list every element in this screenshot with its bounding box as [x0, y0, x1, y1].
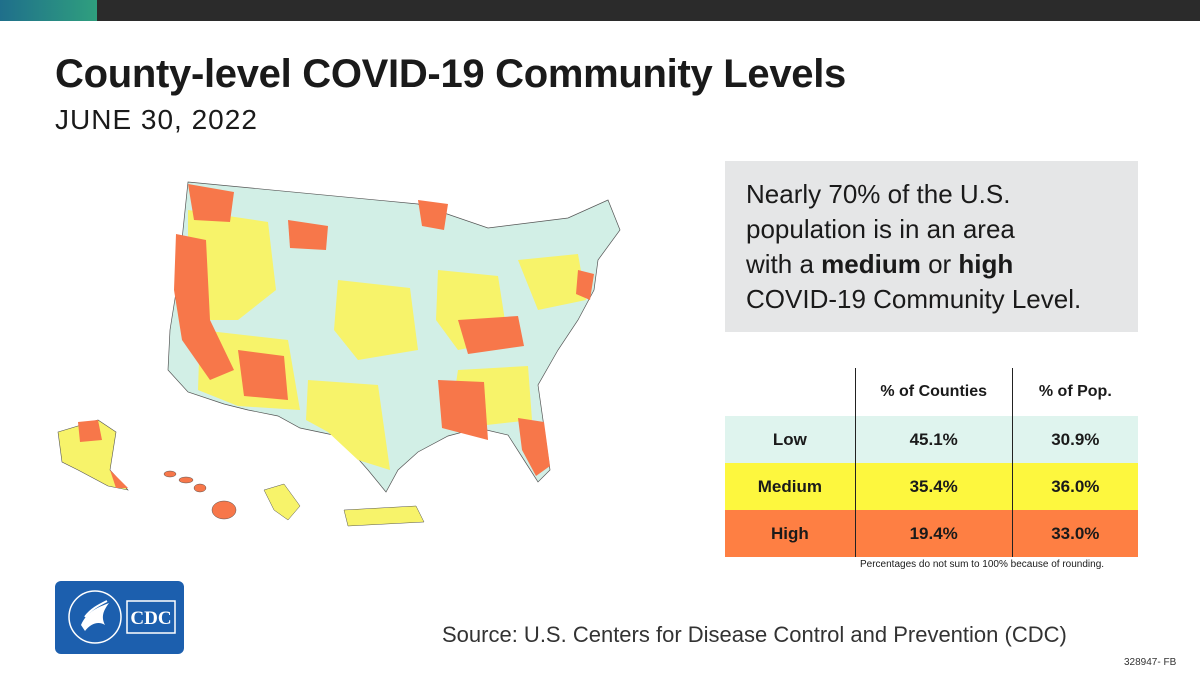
summary-callout: Nearly 70% of the U.S. population is in … — [725, 161, 1138, 332]
territory-shape — [263, 483, 301, 521]
table-header-pop: % of Pop. — [1011, 368, 1138, 416]
page-date: JUNE 30, 2022 — [55, 104, 258, 135]
high-region-florida — [518, 418, 550, 476]
high-region-minnesota — [418, 200, 448, 230]
callout-line-3-start: with a — [746, 249, 822, 279]
alaska-high — [78, 420, 102, 442]
callout-text: Nearly 70% of the U.S. population is in … — [746, 177, 1081, 317]
table-row-low: Low 45.1% 30.9% — [725, 416, 1138, 463]
population-percent: 36.0% — [1011, 463, 1138, 510]
top-bar — [0, 0, 1200, 21]
table-row-high: High 19.4% 33.0% — [725, 510, 1138, 557]
alaska-shape — [57, 419, 129, 491]
high-region-southeast — [438, 380, 488, 440]
counties-percent: 45.1% — [854, 416, 1013, 463]
hhs-cdc-logo: CDC — [55, 581, 184, 654]
hawaii-shape — [163, 470, 237, 520]
callout-line-3: with a medium or high — [746, 247, 1081, 282]
document-code: 328947- FB — [1124, 657, 1177, 668]
medium-region-northeast — [518, 254, 586, 310]
page-title: County-level COVID-19 Community Levels — [55, 52, 847, 96]
medium-region-texas — [306, 380, 390, 470]
high-region-northwest — [188, 184, 234, 222]
medium-region-plains — [334, 280, 418, 360]
population-percent: 30.9% — [1011, 416, 1138, 463]
high-region-kentucky — [458, 316, 524, 354]
callout-high-bold: high — [958, 249, 1014, 279]
level-label: Medium — [725, 463, 856, 510]
us-county-map — [57, 181, 621, 527]
counties-percent: 35.4% — [854, 463, 1013, 510]
callout-line-1: Nearly 70% of the U.S. — [746, 179, 1011, 209]
level-label: Low — [725, 416, 856, 463]
high-region-northeast — [576, 270, 594, 300]
medium-region-west — [188, 210, 276, 320]
callout-line-2: population is in an area — [746, 214, 1015, 244]
puerto-rico-shape — [343, 505, 425, 527]
table-header-row: % of Counties % of Pop. — [725, 368, 1138, 416]
callout-line-3-mid: or — [920, 249, 959, 279]
callout-medium-bold: medium — [821, 249, 921, 279]
population-percent: 33.0% — [1011, 510, 1138, 557]
hhs-eagle-icon: CDC — [68, 590, 176, 644]
high-region-arizona — [238, 350, 288, 400]
counties-percent: 19.4% — [854, 510, 1013, 557]
high-region-california — [174, 234, 234, 380]
table-row-medium: Medium 35.4% 36.0% — [725, 463, 1138, 510]
table-footnote: Percentages do not sum to 100% because o… — [860, 559, 1105, 570]
source-text: Source: U.S. Centers for Disease Control… — [442, 622, 1067, 647]
level-label: High — [725, 510, 856, 557]
table-header-counties: % of Counties — [854, 368, 1013, 416]
alaska-high-2 — [110, 470, 128, 488]
top-bar-accent — [0, 0, 97, 21]
cdc-logo-text: CDC — [130, 608, 171, 629]
callout-line-4: COVID-19 Community Level. — [746, 284, 1082, 314]
levels-table: % of Counties % of Pop. Low 45.1% 30.9% … — [725, 368, 1138, 557]
table-header-empty — [725, 368, 855, 416]
high-region-montana — [288, 220, 328, 250]
